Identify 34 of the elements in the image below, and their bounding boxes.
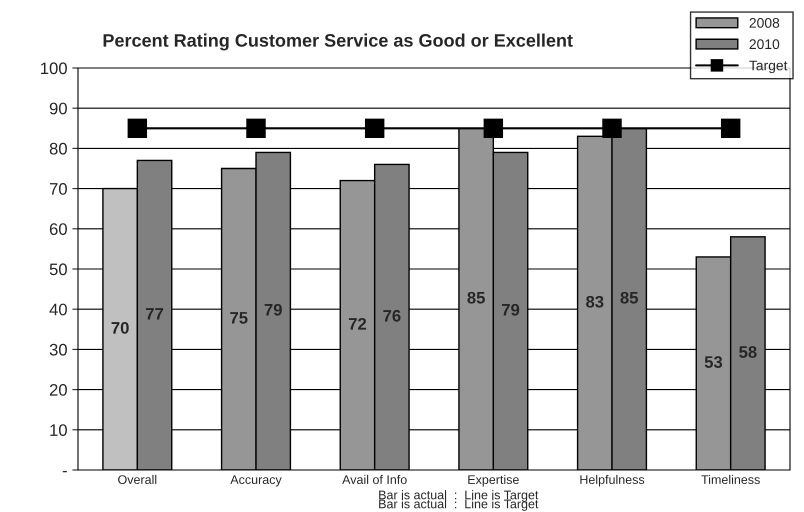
data-label: 58 xyxy=(739,346,757,358)
x-tick-label: Timeliness xyxy=(701,474,760,484)
data-label: 85 xyxy=(620,292,638,304)
data-label: 53 xyxy=(704,356,722,368)
data-label: 77 xyxy=(146,308,164,320)
x-tick-label: Overall xyxy=(118,474,156,484)
data-label: 85 xyxy=(467,292,485,304)
y-tick-label: 90 xyxy=(50,102,67,114)
y-tick-label: 40 xyxy=(49,304,67,316)
x-tick-label: Avail of Info xyxy=(342,474,407,484)
data-label: 72 xyxy=(348,318,366,330)
data-label: 79 xyxy=(264,304,282,316)
data-label: 79 xyxy=(502,304,520,316)
y-tick-label: 50 xyxy=(50,263,67,276)
x-tick-label: Helpfulness xyxy=(580,474,644,487)
y-tick-label: 30 xyxy=(50,344,67,356)
data-label: 75 xyxy=(230,312,248,324)
text: Bar is actual : Line is Target xyxy=(379,499,538,511)
y-tick-label: - xyxy=(62,470,67,472)
y-tick-label: 20 xyxy=(50,384,67,396)
x-tick-label: Accuracy xyxy=(230,475,282,487)
legend-label: 2008 xyxy=(750,18,780,28)
y-tick-label: 10 xyxy=(50,424,67,436)
chart-title: Percent Rating Customer Service as Good or Excellent xyxy=(104,34,573,50)
data-label: 76 xyxy=(383,310,401,322)
y-tick-label: 80 xyxy=(50,142,67,155)
y-tick-label: 70 xyxy=(50,183,67,195)
y-tick-label: 100 xyxy=(41,62,67,74)
data-label: 70 xyxy=(112,322,129,334)
y-tick-label: 60 xyxy=(50,223,67,236)
legend-label: Target xyxy=(749,60,788,74)
data-label: 83 xyxy=(586,296,604,308)
legend-label: 2010 xyxy=(750,39,780,50)
x-tick-label: Expertise xyxy=(468,474,519,487)
